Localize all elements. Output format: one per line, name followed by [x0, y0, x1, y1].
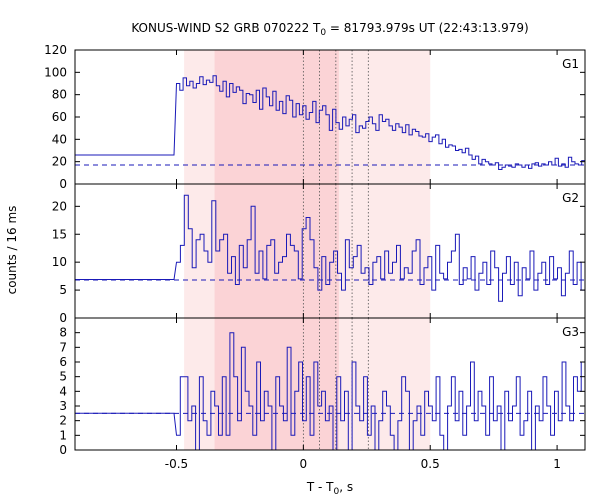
panel-label-g3: G3 — [562, 325, 579, 339]
y-tick-label: 5 — [59, 370, 67, 384]
shaded-interval-2 — [214, 184, 339, 318]
y-tick-label: 8 — [59, 326, 67, 340]
chart-title-main: KONUS-WIND S2 GRB 070222 T — [131, 21, 321, 35]
y-tick-label: 10 — [52, 255, 67, 269]
panel-label-g1: G1 — [562, 57, 579, 71]
x-tick-label: 0.5 — [421, 457, 440, 471]
y-axis-label: counts / 16 ms — [5, 206, 19, 295]
y-tick-label: 1 — [59, 428, 67, 442]
x-axis-label-rest: , s — [339, 480, 353, 494]
y-tick-label: 6 — [59, 355, 67, 369]
x-axis-label-main: T - T — [306, 480, 334, 494]
panel-label-g2: G2 — [562, 191, 579, 205]
shaded-interval-2 — [214, 50, 339, 184]
chart-title-rest: = 81793.979s UT (22:43:13.979) — [326, 21, 529, 35]
y-tick-label: 20 — [52, 155, 67, 169]
y-tick-label: 0 — [59, 311, 67, 325]
chart-title-subscript: 0 — [320, 28, 326, 38]
y-tick-label: 0 — [59, 177, 67, 191]
y-tick-label: 7 — [59, 340, 67, 354]
y-tick-label: 100 — [44, 65, 67, 79]
y-tick-label: 40 — [52, 132, 67, 146]
panel-g1: 0 20 40 60 80 100 120 G1 — [44, 43, 586, 191]
y-tick-label: 3 — [59, 399, 67, 413]
y-tick-label: 60 — [52, 110, 67, 124]
count-rate-curve-g3 — [75, 332, 585, 451]
y-tick-label: 120 — [44, 43, 67, 57]
x-axis-label: T - T0, s — [306, 480, 353, 497]
panel-frame-g3 — [74, 317, 586, 451]
x-tick-label: 1 — [553, 457, 561, 471]
chart-title: KONUS-WIND S2 GRB 070222 T0 = 81793.979s… — [131, 21, 528, 38]
y-tick-label: 15 — [52, 227, 67, 241]
x-tick-label: -0.5 — [165, 457, 188, 471]
panel-g2: 0 5 10 15 20 G2 — [52, 183, 586, 325]
y-tick-label: 5 — [59, 283, 67, 297]
y-tick-label: 0 — [59, 443, 67, 457]
count-rate-curve-g2 — [75, 194, 585, 302]
shaded-interval-2 — [214, 318, 339, 450]
x-axis-label-subscript: 0 — [334, 487, 340, 497]
x-tick-label: 0 — [300, 457, 308, 471]
y-tick-label: 4 — [59, 384, 67, 398]
y-tick-label: 2 — [59, 414, 67, 428]
y-tick-label: 80 — [52, 88, 67, 102]
y-tick-label: 20 — [52, 199, 67, 213]
count-rate-curve-g1 — [75, 75, 585, 170]
